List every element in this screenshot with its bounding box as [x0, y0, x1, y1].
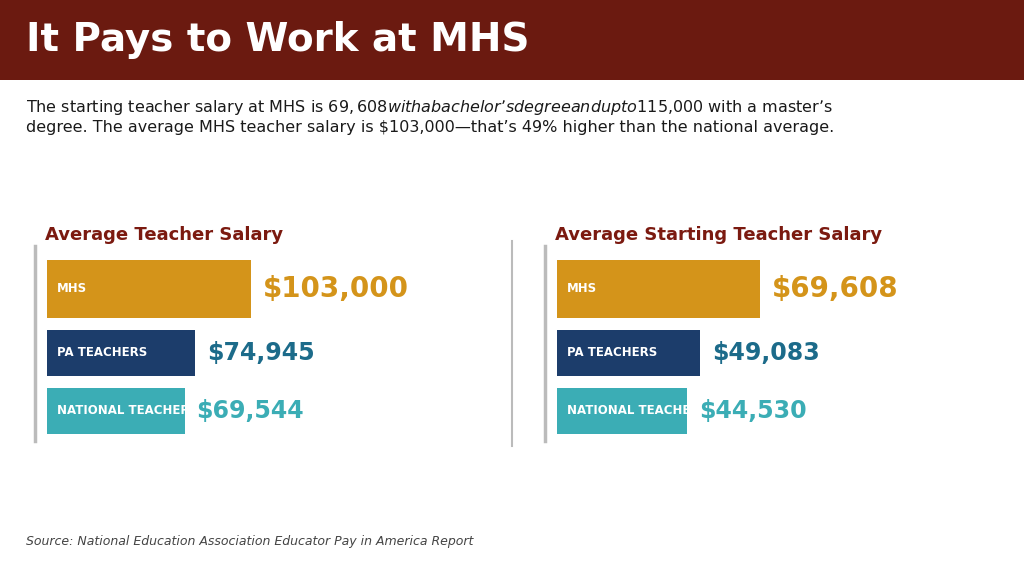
Text: $69,544: $69,544 [197, 399, 304, 423]
Text: NATIONAL TEACHERS: NATIONAL TEACHERS [567, 404, 708, 418]
Text: Average Teacher Salary: Average Teacher Salary [45, 226, 283, 244]
Text: The starting teacher salary at MHS is $69,608 with a bachelor’s degree and up to: The starting teacher salary at MHS is $6… [26, 98, 833, 117]
Text: Source: National Education Association Educator Pay in America Report: Source: National Education Association E… [26, 535, 473, 548]
Bar [47, 330, 196, 376]
Text: NATIONAL TEACHERS: NATIONAL TEACHERS [57, 404, 198, 418]
Bar [557, 330, 700, 376]
Text: PA TEACHERS: PA TEACHERS [57, 347, 147, 359]
Text: $69,608: $69,608 [772, 275, 899, 303]
Bar [47, 388, 184, 434]
Bar [0, 0, 1024, 80]
Bar [557, 260, 760, 318]
Bar [47, 260, 251, 318]
Text: MHS: MHS [57, 282, 87, 295]
Text: It Pays to Work at MHS: It Pays to Work at MHS [26, 21, 529, 59]
Text: degree. The average MHS teacher salary is $103,000—that’s 49% higher than the na: degree. The average MHS teacher salary i… [26, 120, 835, 135]
Text: $103,000: $103,000 [263, 275, 409, 303]
Text: $44,530: $44,530 [698, 399, 807, 423]
Text: MHS: MHS [567, 282, 597, 295]
Text: $49,083: $49,083 [712, 341, 820, 365]
Text: Average Starting Teacher Salary: Average Starting Teacher Salary [555, 226, 882, 244]
Text: PA TEACHERS: PA TEACHERS [567, 347, 657, 359]
Text: $74,945: $74,945 [207, 341, 315, 365]
Bar [557, 388, 687, 434]
